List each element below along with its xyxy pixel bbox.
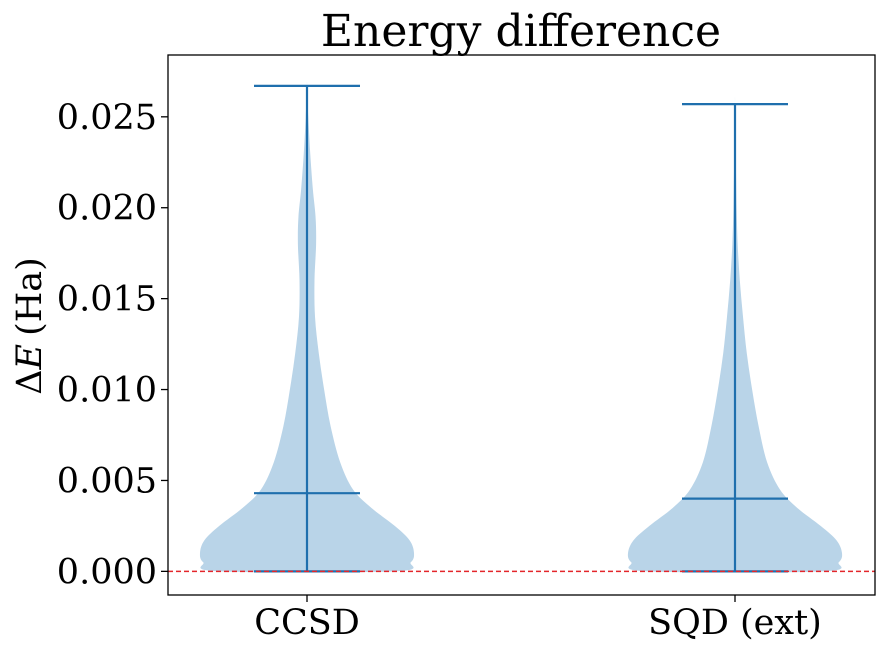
y-axis-ticks: 0.000 0.005 0.010 0.015 0.020 0.025 <box>57 98 168 592</box>
statistics-layer <box>254 84 788 573</box>
y-tick-label: 0.005 <box>57 461 157 501</box>
plot-frame <box>167 54 876 596</box>
y-axis-label-prefix: Δ <box>10 369 50 394</box>
y-axis-label-unit: (Ha) <box>10 257 50 336</box>
svg-text:ΔE(Ha): ΔE (Ha) <box>10 257 50 395</box>
y-axis-label: ΔE (Ha) <box>10 257 50 395</box>
x-axis-ticks: CCSD SQD (ext) <box>254 595 822 643</box>
y-tick-label: 0.025 <box>57 98 157 138</box>
y-tick-label: 0.015 <box>57 280 157 320</box>
y-tick-label: 0.010 <box>57 371 157 411</box>
y-tick-label: 0.020 <box>57 189 157 229</box>
x-tick-label: CCSD <box>254 603 360 643</box>
y-axis-label-variable: E <box>10 344 50 371</box>
chart-title: Energy difference <box>321 6 721 57</box>
x-tick-label: SQD (ext) <box>648 603 822 643</box>
y-tick-label: 0.000 <box>57 552 157 592</box>
